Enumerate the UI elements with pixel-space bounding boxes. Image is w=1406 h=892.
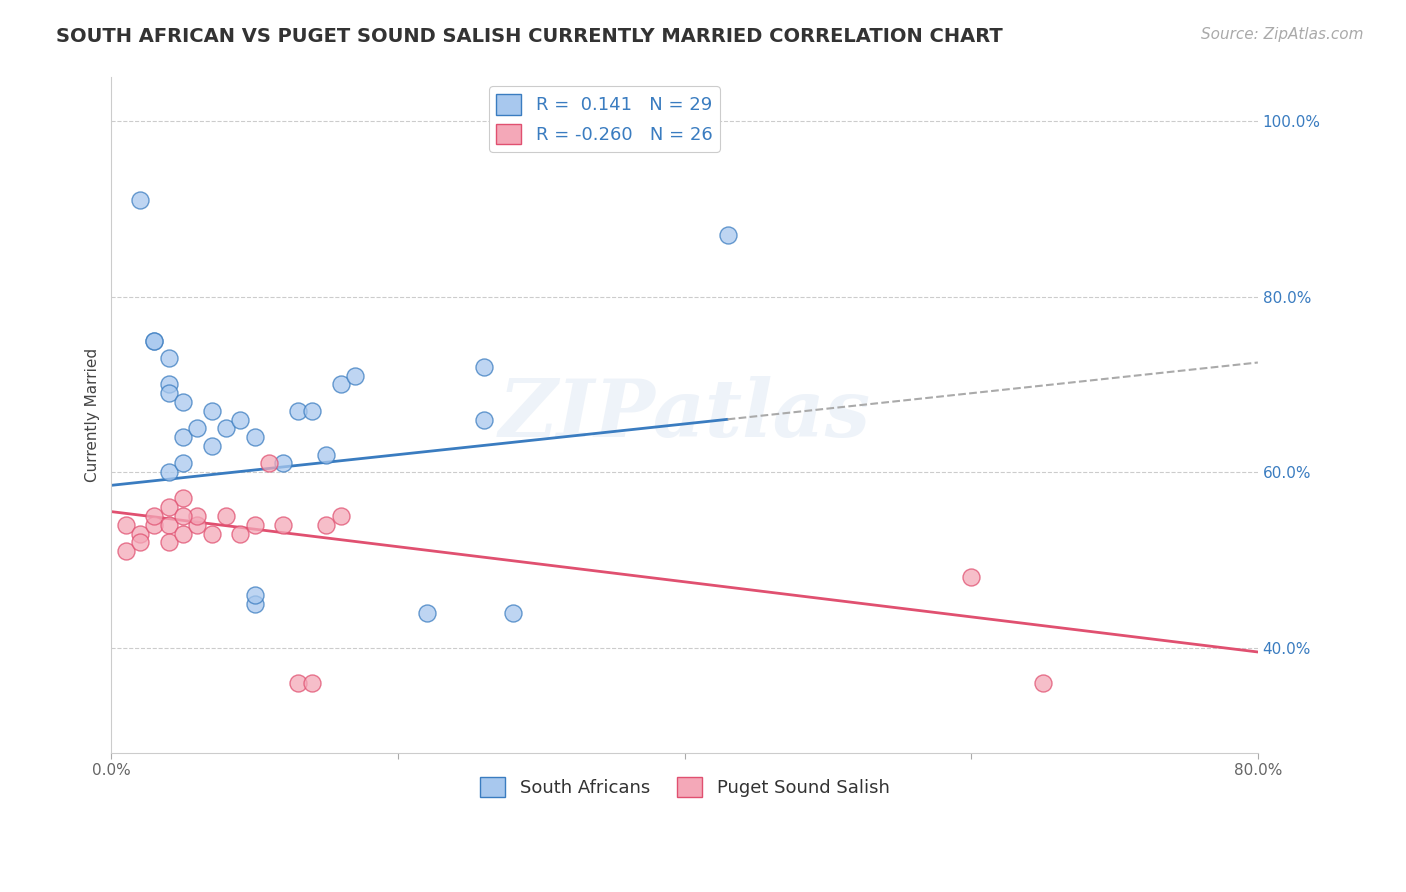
Point bbox=[472, 412, 495, 426]
Point bbox=[186, 421, 208, 435]
Point bbox=[315, 448, 337, 462]
Point bbox=[157, 517, 180, 532]
Point bbox=[502, 606, 524, 620]
Point bbox=[201, 526, 224, 541]
Point bbox=[129, 535, 152, 549]
Point bbox=[172, 526, 194, 541]
Point bbox=[186, 517, 208, 532]
Point bbox=[243, 430, 266, 444]
Point bbox=[229, 412, 252, 426]
Point bbox=[157, 535, 180, 549]
Point bbox=[201, 403, 224, 417]
Point bbox=[415, 606, 437, 620]
Text: ZIPatlas: ZIPatlas bbox=[499, 376, 870, 454]
Point bbox=[1032, 675, 1054, 690]
Point bbox=[129, 526, 152, 541]
Point bbox=[344, 368, 367, 383]
Point bbox=[273, 456, 295, 470]
Point bbox=[273, 517, 295, 532]
Y-axis label: Currently Married: Currently Married bbox=[86, 348, 100, 483]
Point bbox=[114, 517, 136, 532]
Text: Source: ZipAtlas.com: Source: ZipAtlas.com bbox=[1201, 27, 1364, 42]
Point bbox=[114, 544, 136, 558]
Point bbox=[301, 403, 323, 417]
Point bbox=[329, 508, 352, 523]
Point bbox=[287, 403, 309, 417]
Point bbox=[215, 421, 238, 435]
Point bbox=[157, 351, 180, 365]
Point bbox=[201, 439, 224, 453]
Point bbox=[257, 456, 280, 470]
Point bbox=[157, 465, 180, 479]
Point bbox=[157, 386, 180, 401]
Point bbox=[172, 430, 194, 444]
Point bbox=[172, 456, 194, 470]
Point bbox=[157, 500, 180, 515]
Point bbox=[143, 334, 166, 348]
Point bbox=[157, 377, 180, 392]
Point bbox=[315, 517, 337, 532]
Point bbox=[301, 675, 323, 690]
Point bbox=[717, 228, 740, 243]
Point bbox=[129, 193, 152, 207]
Point bbox=[287, 675, 309, 690]
Point bbox=[143, 334, 166, 348]
Point bbox=[243, 517, 266, 532]
Point bbox=[172, 491, 194, 506]
Point bbox=[143, 517, 166, 532]
Point bbox=[472, 359, 495, 374]
Point bbox=[229, 526, 252, 541]
Point bbox=[215, 508, 238, 523]
Point bbox=[172, 508, 194, 523]
Point bbox=[329, 377, 352, 392]
Point bbox=[243, 588, 266, 602]
Point bbox=[172, 395, 194, 409]
Point bbox=[243, 597, 266, 611]
Point bbox=[960, 570, 983, 584]
Text: SOUTH AFRICAN VS PUGET SOUND SALISH CURRENTLY MARRIED CORRELATION CHART: SOUTH AFRICAN VS PUGET SOUND SALISH CURR… bbox=[56, 27, 1002, 45]
Point bbox=[143, 508, 166, 523]
Legend: South Africans, Puget Sound Salish: South Africans, Puget Sound Salish bbox=[472, 769, 897, 805]
Point bbox=[186, 508, 208, 523]
